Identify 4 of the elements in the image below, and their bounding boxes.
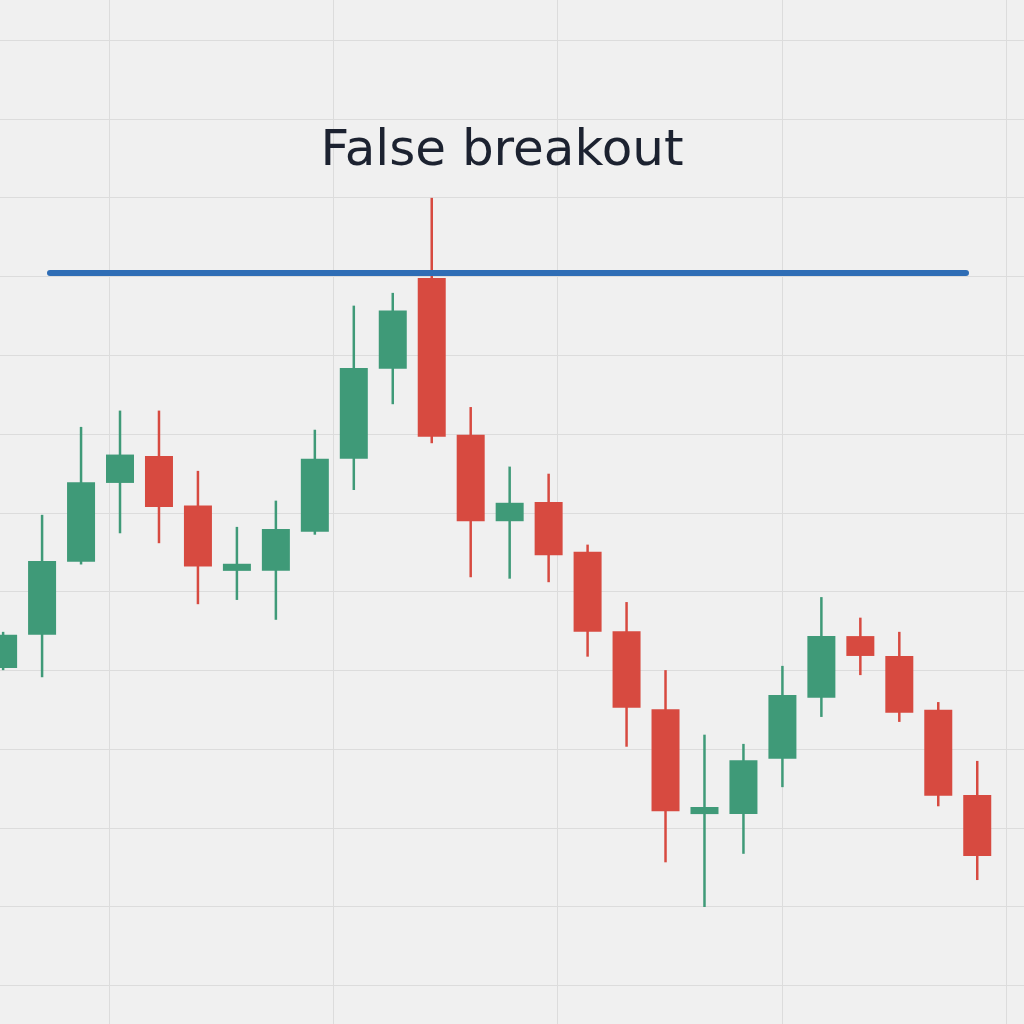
chart-title: False breakout [320, 118, 684, 177]
candlestick [690, 733, 719, 909]
candlestick [495, 465, 524, 580]
candlestick [222, 525, 251, 602]
